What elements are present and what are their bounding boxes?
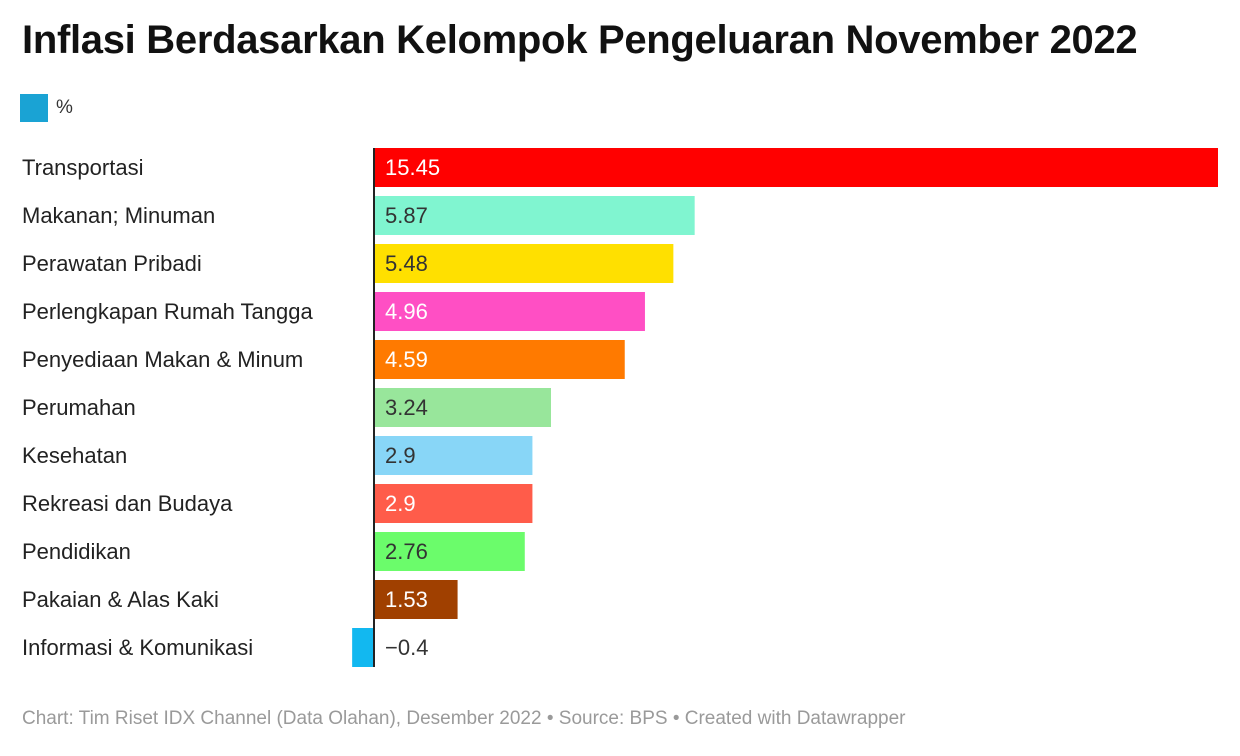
value-label: 1.53 — [385, 587, 428, 612]
bar — [352, 628, 374, 667]
category-label: Perawatan Pribadi — [22, 251, 202, 276]
category-label: Transportasi — [22, 155, 143, 180]
value-label: 2.76 — [385, 539, 428, 564]
bar — [374, 436, 533, 475]
bar — [374, 580, 458, 619]
value-label: 4.59 — [385, 347, 428, 372]
bar — [374, 148, 1218, 187]
value-label: 4.96 — [385, 299, 428, 324]
legend-label: % — [56, 97, 73, 118]
bar-chart: Transportasi 15.45 Makanan; Minuman 5.87 Per… — [22, 148, 1218, 667]
category-label: Rekreasi dan Budaya — [22, 491, 233, 516]
category-label: Kesehatan — [22, 443, 127, 468]
category-label: Pendidikan — [22, 539, 131, 564]
bar — [374, 292, 645, 331]
bar — [374, 484, 533, 523]
legend: % — [20, 94, 73, 122]
bar — [374, 244, 674, 283]
bar — [374, 388, 551, 427]
value-label: 5.87 — [385, 203, 428, 228]
legend-swatch — [20, 94, 48, 122]
bar — [374, 340, 625, 379]
bar — [374, 532, 525, 571]
value-label: 3.24 — [385, 395, 428, 420]
value-label: 15.45 — [385, 155, 440, 180]
chart-footer: Chart: Tim Riset IDX Channel (Data Olaha… — [22, 708, 906, 729]
value-label: 5.48 — [385, 251, 428, 276]
value-label: 2.9 — [385, 443, 416, 468]
category-label: Penyediaan Makan & Minum — [22, 347, 303, 372]
category-label: Informasi & Komunikasi — [22, 635, 253, 660]
category-label: Perlengkapan Rumah Tangga — [22, 299, 313, 324]
category-label: Perumahan — [22, 395, 136, 420]
bar — [374, 196, 695, 235]
category-label: Pakaian & Alas Kaki — [22, 587, 219, 612]
chart-title: Inflasi Berdasarkan Kelompok Pengeluaran… — [22, 18, 1138, 62]
category-label: Makanan; Minuman — [22, 203, 215, 228]
value-label: 2.9 — [385, 491, 416, 516]
value-label: −0.4 — [385, 635, 428, 660]
